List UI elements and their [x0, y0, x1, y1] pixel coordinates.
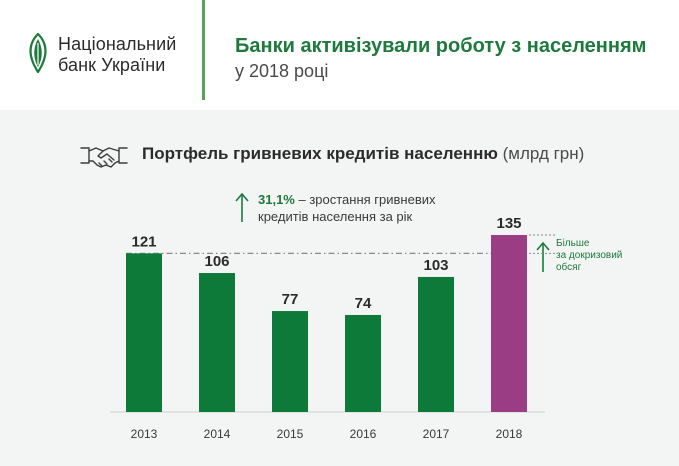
bar-value-label: 103 [423, 257, 448, 274]
x-tick-label: 2013 [131, 427, 158, 441]
bar-2016 [345, 314, 381, 412]
bar-2013 [126, 253, 162, 412]
bar-value-label: 74 [355, 295, 372, 312]
growth-annotation: 31,1% – зростання гривневих кредитів нас… [258, 191, 478, 225]
x-tick-label: 2017 [423, 427, 450, 441]
growth-text-1: – зростання гривневих [294, 192, 436, 207]
note-line2: за докризовий [556, 250, 623, 261]
logo-line1: Національний [58, 34, 177, 54]
logo-leaf-icon [29, 33, 47, 73]
precrisis-note: Більше за докризовий обсяг [556, 238, 636, 274]
note-line3: обсяг [556, 262, 582, 273]
note-line1: Більше [556, 238, 590, 249]
bar-2015 [272, 311, 308, 412]
header: Національний банк України Банки активізу… [0, 0, 679, 110]
chart-title: Портфель гривневих кредитів населенню (м… [142, 144, 584, 164]
header-divider [202, 0, 205, 100]
arrow-up-icon [536, 241, 550, 272]
logo-text: Національний банк України [58, 34, 176, 76]
bar-value-label: 135 [496, 215, 521, 232]
growth-percent: 31,1% [258, 192, 295, 207]
bar-value-label: 77 [282, 291, 299, 308]
page-subtitle: у 2018 році [235, 61, 329, 81]
handshake-icon [80, 147, 128, 168]
bar-2014 [199, 273, 235, 412]
chart-panel [0, 110, 679, 466]
chart-title-main: Портфель гривневих кредитів населенню [142, 144, 498, 163]
chart-title-unit: (млрд грн) [502, 144, 585, 163]
bar-value-label: 106 [204, 253, 229, 270]
x-tick-label: 2018 [496, 427, 523, 441]
bar-2018 [491, 235, 527, 412]
growth-text-2: кредитів населення за рік [258, 209, 413, 224]
x-tick-label: 2014 [204, 427, 231, 441]
logo-line2: банк України [58, 55, 166, 75]
bar-2017 [418, 276, 454, 412]
arrow-up-icon [235, 192, 249, 222]
x-tick-label: 2015 [277, 427, 304, 441]
x-tick-label: 2016 [350, 427, 377, 441]
bar-value-label: 121 [131, 233, 156, 250]
page-title: Банки активізували роботу з населенням [235, 35, 647, 57]
